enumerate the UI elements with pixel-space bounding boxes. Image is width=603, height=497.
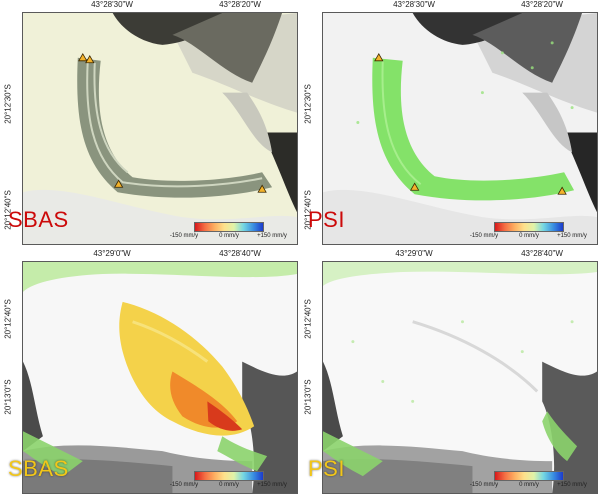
method-label: SBAS xyxy=(8,207,69,232)
legend-zero: 0 mm/y xyxy=(519,233,539,239)
lon-label: 43°28'20"W xyxy=(521,0,563,9)
velocity-legend: -150 mm/y 0 mm/y +150 mm/y xyxy=(169,471,287,491)
lon-label: 43°28'40"W xyxy=(219,249,261,258)
lon-label: 43°28'40"W xyxy=(521,249,563,258)
legend-min: -150 mm/y xyxy=(169,233,199,239)
lon-label: 43°28'30"W xyxy=(393,0,435,9)
map-psi-dam xyxy=(322,261,598,494)
lat-label: 20°12'40"S xyxy=(3,299,13,339)
map-sbas-dam xyxy=(22,261,298,494)
lon-label: 43°28'20"W xyxy=(219,0,261,9)
lon-label: 43°28'30"W xyxy=(91,0,133,9)
legend-max: +150 mm/y xyxy=(257,482,287,488)
legend-colorbar xyxy=(194,222,264,232)
legend-max: +150 mm/y xyxy=(557,482,587,488)
legend-colorbar xyxy=(494,471,564,481)
legend-min: -150 mm/y xyxy=(469,482,499,488)
legend-min: -150 mm/y xyxy=(169,482,199,488)
lon-label: 43°29'0"W xyxy=(395,249,433,258)
method-label: PSI xyxy=(308,456,345,481)
lat-label: 20°12'30"S xyxy=(303,84,313,124)
lat-label: 20°13'0"S xyxy=(303,379,313,415)
legend-zero: 0 mm/y xyxy=(219,482,239,488)
method-label: PSI xyxy=(308,207,345,232)
legend-min: -150 mm/y xyxy=(469,233,499,239)
legend-colorbar xyxy=(494,222,564,232)
legend-zero: 0 mm/y xyxy=(519,482,539,488)
lat-label: 20°12'30"S xyxy=(3,84,13,124)
legend-colorbar xyxy=(194,471,264,481)
legend-zero: 0 mm/y xyxy=(219,233,239,239)
lon-label: 43°29'0"W xyxy=(93,249,131,258)
velocity-legend: -150 mm/y 0 mm/y +150 mm/y xyxy=(469,471,587,491)
legend-max: +150 mm/y xyxy=(557,233,587,239)
panel-bottom-left-sbas: 43°29'0"W 43°28'40"W 20°12'40"S 20°13'0"… xyxy=(2,249,298,494)
legend-max: +150 mm/y xyxy=(257,233,287,239)
map-psi-pit xyxy=(322,12,598,245)
velocity-legend: -150 mm/y 0 mm/y +150 mm/y xyxy=(469,222,587,242)
panel-top-right-psi: 43°28'30"W 43°28'20"W 20°12'30"S 20°12'4… xyxy=(302,0,598,245)
panel-top-left-sbas: 43°28'30"W 43°28'20"W 20°12'30"S 20°12'4… xyxy=(2,0,298,245)
lat-label: 20°12'40"S xyxy=(303,299,313,339)
method-label: SBAS xyxy=(8,456,69,481)
panel-bottom-right-psi: 43°29'0"W 43°28'40"W 20°12'40"S 20°13'0"… xyxy=(302,249,598,494)
velocity-legend: -150 mm/y 0 mm/y +150 mm/y xyxy=(169,222,287,242)
lat-label: 20°13'0"S xyxy=(3,379,13,415)
